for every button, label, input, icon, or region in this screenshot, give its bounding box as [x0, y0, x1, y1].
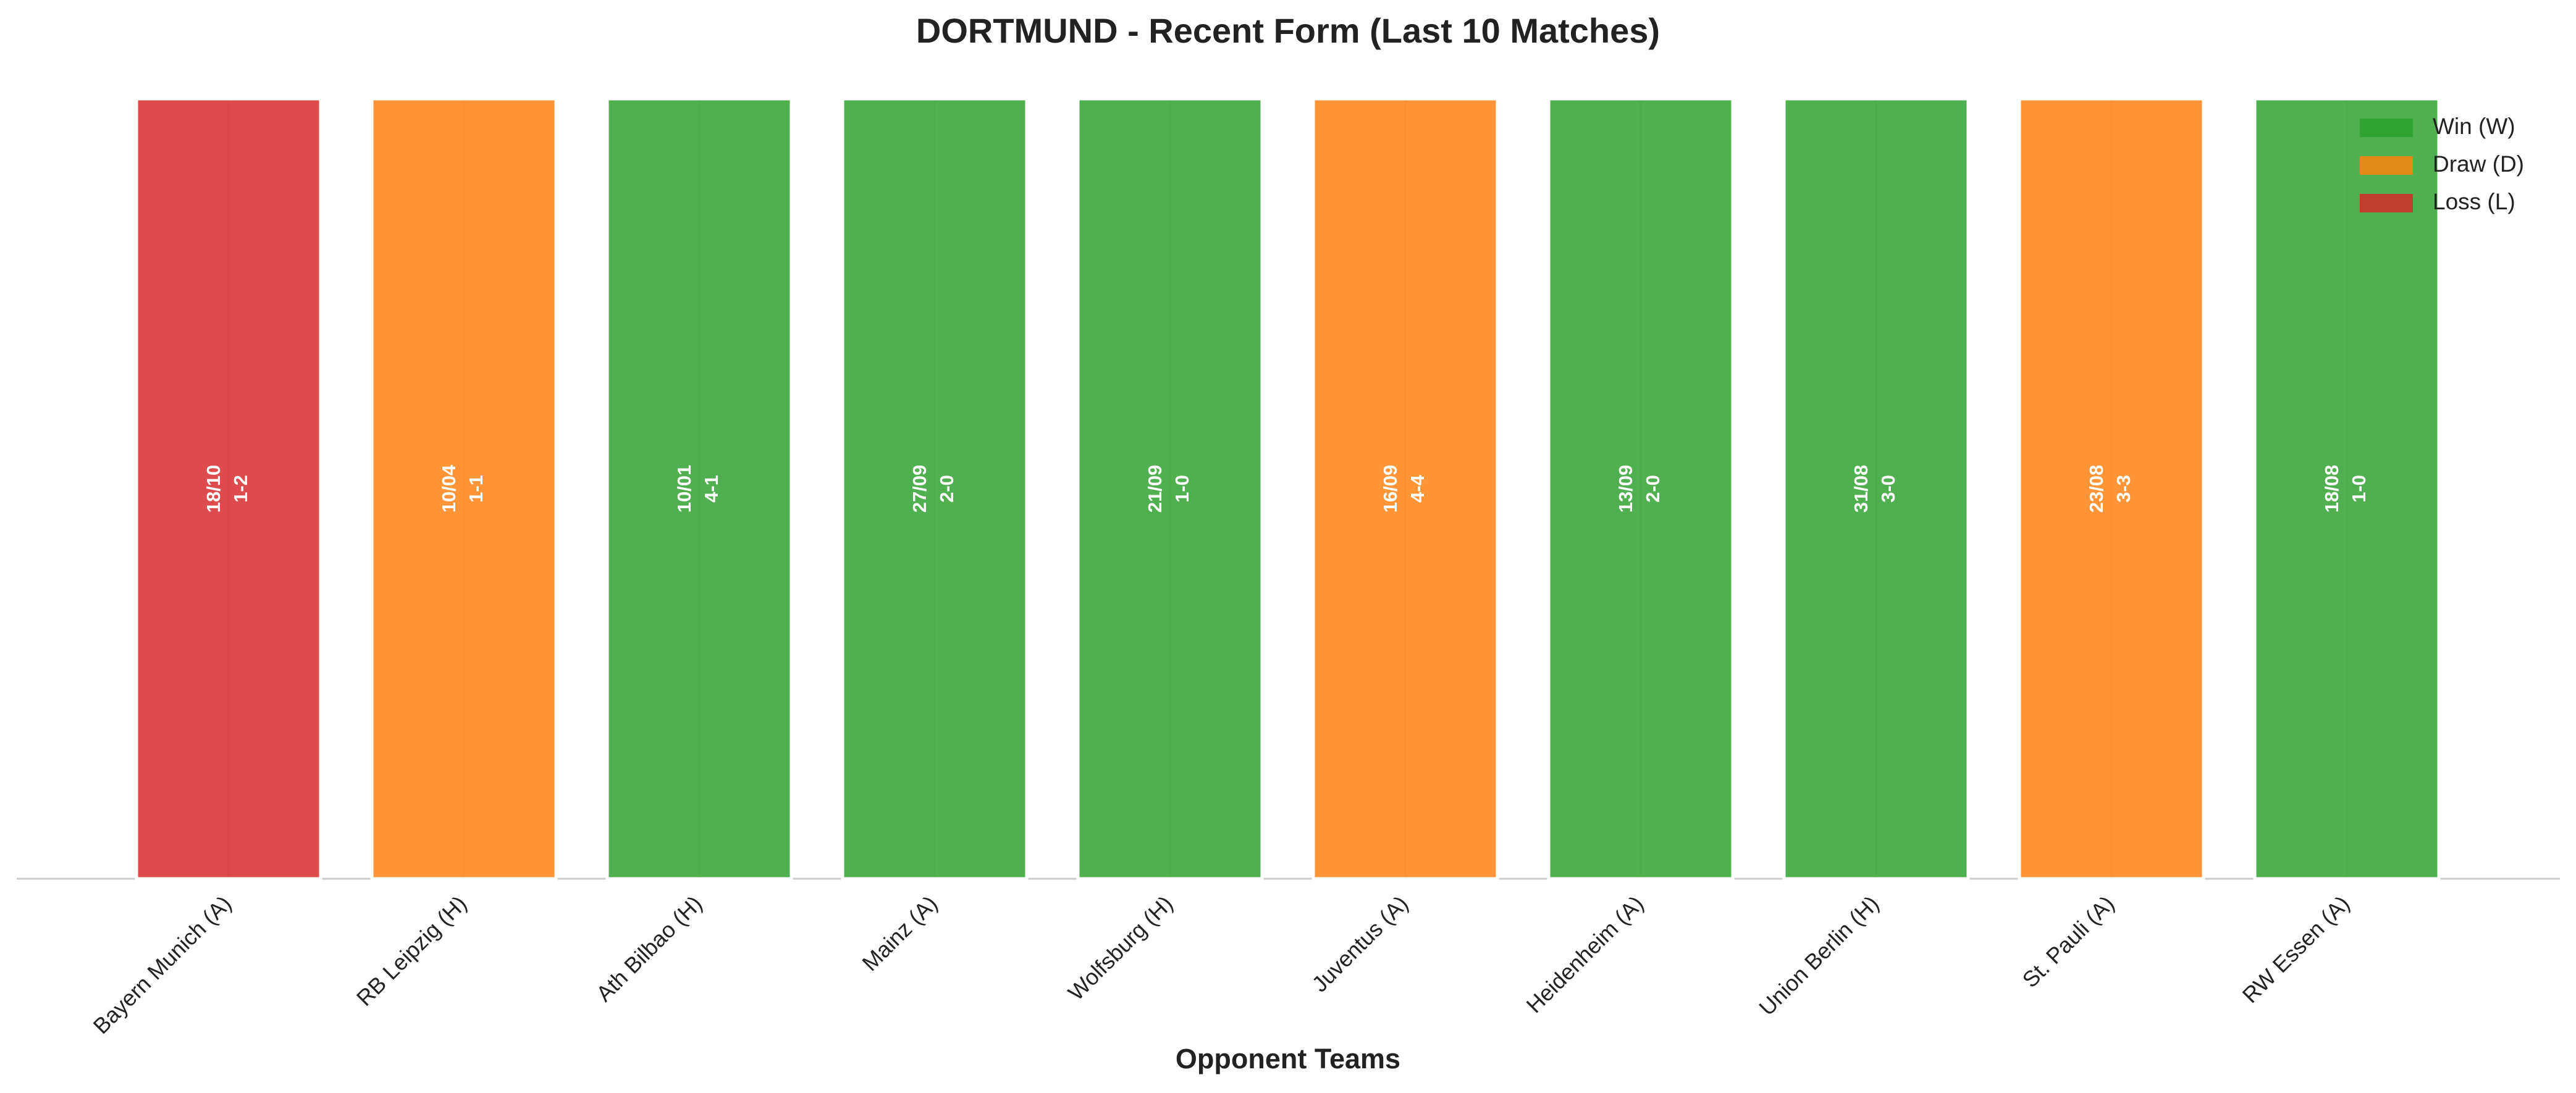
x-tick-label: RB Leipzig (H): [351, 890, 472, 1011]
bar-date-label: 21/09: [1144, 465, 1166, 513]
x-axis-label: Opponent Teams: [1176, 1043, 1400, 1074]
legend-swatch: [2360, 119, 2413, 137]
bar: [2018, 97, 2205, 881]
bar-score-label: 1-0: [2348, 475, 2370, 503]
bar-score-label: 2-0: [936, 475, 958, 503]
legend-swatch: [2360, 194, 2413, 212]
bar-date-label: 10/01: [673, 465, 695, 513]
bar-date-label: 13/09: [1615, 465, 1636, 513]
bar: [1311, 97, 1499, 881]
bar-date-label: 10/04: [438, 464, 460, 513]
x-tick-label: Heidenheim (A): [1522, 890, 1649, 1018]
x-tick-label: St. Pauli (A): [2018, 890, 2119, 992]
bar: [370, 97, 558, 881]
bar-date-label: 16/09: [1379, 465, 1401, 513]
bar-score-label: 4-4: [1407, 474, 1428, 503]
bar-date-label: 18/10: [203, 465, 224, 513]
bar: [2253, 97, 2441, 881]
bar: [1076, 97, 1264, 881]
bar-score-label: 1-0: [1171, 475, 1193, 503]
x-tick-label: Bayern Munich (A): [88, 890, 237, 1039]
bar-score-label: 1-2: [230, 475, 251, 503]
bar-score-label: 1-1: [465, 475, 487, 503]
bar: [1547, 97, 1735, 881]
bar-date-label: 27/09: [909, 465, 930, 513]
chart-title: DORTMUND - Recent Form (Last 10 Matches): [916, 11, 1660, 50]
x-tick-label: Juventus (A): [1307, 890, 1413, 997]
x-tick-label: Wolfsburg (H): [1063, 890, 1178, 1005]
legend-label: Draw (D): [2433, 151, 2524, 177]
bar-date-label: 23/08: [2086, 465, 2107, 513]
bar: [841, 97, 1029, 881]
bar-date-label: 31/08: [1850, 465, 1872, 513]
x-tick-label: Union Berlin (H): [1754, 890, 1884, 1020]
bar: [135, 97, 322, 881]
bar: [1782, 97, 1970, 881]
x-tick-label: RW Essen (A): [2237, 890, 2355, 1008]
x-tick-label: Ath Bilbao (H): [591, 890, 707, 1006]
legend-label: Win (W): [2433, 114, 2515, 139]
x-tick-label: Mainz (A): [857, 890, 942, 976]
legend-label: Loss (L): [2433, 189, 2515, 214]
bar-date-label: 18/08: [2321, 465, 2342, 513]
bar-score-label: 3-0: [1877, 475, 1899, 503]
bar-score-label: 4-1: [701, 475, 722, 503]
bar-score-label: 2-0: [1642, 475, 1664, 503]
legend-swatch: [2360, 156, 2413, 175]
bar: [605, 97, 793, 881]
bar-score-label: 3-3: [2113, 475, 2134, 503]
